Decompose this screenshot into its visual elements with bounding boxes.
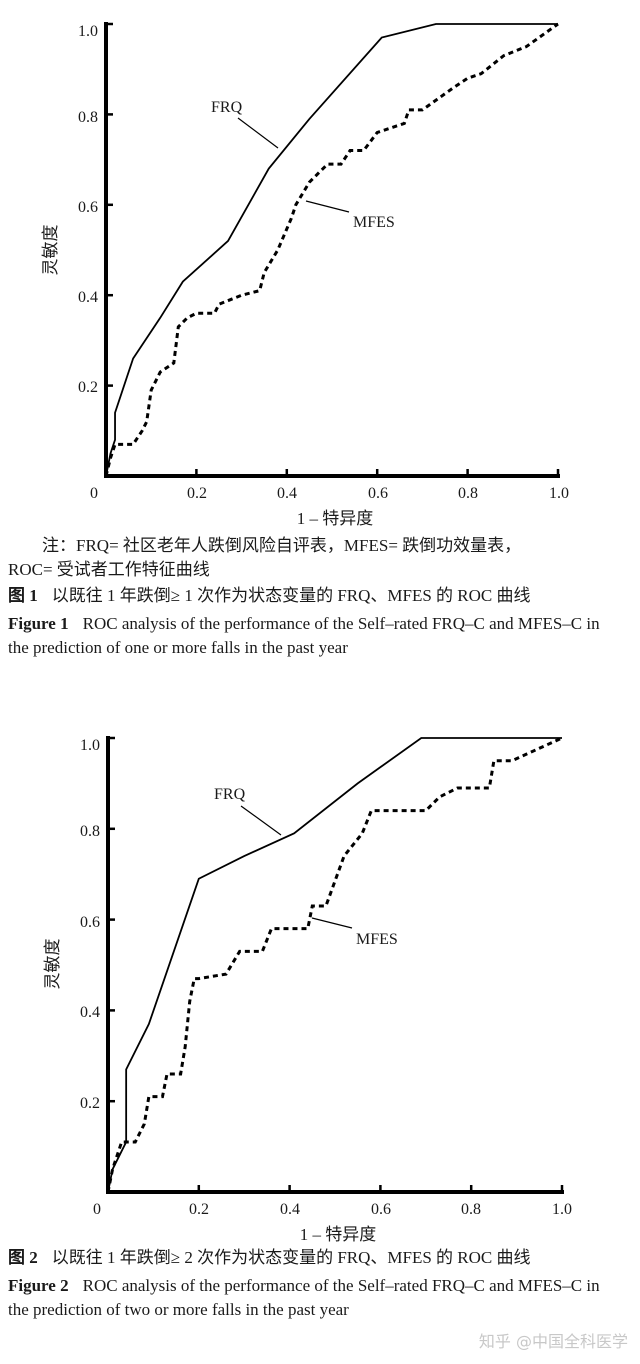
mfes-roc-curve [104, 22, 559, 477]
figure-2-en-caption: ROC analysis of the performance of the S… [8, 1276, 600, 1319]
figure-2-cn-caption-row: 图 2 以既往 1 年跌倒≥ 2 次作为状态变量的 FRQ、MFES 的 ROC … [8, 1246, 620, 1270]
x-tick-0.2: 0.2 [189, 1201, 209, 1218]
x-axis-label: 1 – 特异度 [300, 1225, 377, 1244]
figure-2-cn-label: 图 2 [8, 1248, 38, 1267]
figure-1-note-line1: 注：FRQ= 社区老年人跌倒风险自评表，MFES= 跌倒功效量表， [42, 536, 522, 555]
annotation-mfes-leader [311, 917, 353, 929]
figure-1-cn-label: 图 1 [8, 586, 38, 605]
x-tick-0.8: 0.8 [458, 485, 478, 502]
roc-chart-1: 1.0 0.8 0.6 0.4 0.2 0 0.2 0.4 0.6 0.8 1.… [41, 22, 569, 528]
watermark: 知乎 @中国全科医学 [478, 1332, 628, 1351]
y-tick-0.2: 0.2 [78, 379, 98, 396]
figure-1-en-caption-row: Figure 1 ROC analysis of the performance … [8, 612, 620, 660]
figure-2-en-caption-row: Figure 2 ROC analysis of the performance … [8, 1274, 620, 1322]
y-tick-0.4: 0.4 [80, 1004, 100, 1021]
annotation-frq: FRQ [214, 786, 246, 803]
frq-roc-curve [105, 23, 558, 477]
figure-2-caption: 图 2 以既往 1 年跌倒≥ 2 次作为状态变量的 FRQ、MFES 的 ROC … [8, 1246, 620, 1322]
chart-2-ticks [108, 736, 564, 1192]
figure-1-en-caption: ROC analysis of the performance of the S… [8, 614, 600, 657]
figure-1-cn-caption-row: 图 1 以既往 1 年跌倒≥ 1 次作为状态变量的 FRQ、MFES 的 ROC … [8, 584, 620, 608]
y-tick-1.0: 1.0 [78, 23, 98, 40]
figure-2-en-label: Figure 2 [8, 1276, 69, 1295]
annotation-frq-leader [237, 117, 279, 149]
mfes-roc-curve [106, 736, 563, 1193]
x-tick-0.4: 0.4 [280, 1201, 300, 1218]
annotation-frq-leader [240, 805, 282, 836]
figure-1-caption: 注：FRQ= 社区老年人跌倒风险自评表，MFES= 跌倒功效量表， ROC= 受… [8, 534, 620, 660]
x-tick-0.2: 0.2 [187, 485, 207, 502]
x-tick-0.6: 0.6 [368, 485, 388, 502]
y-tick-0.6: 0.6 [80, 914, 100, 931]
x-tick-0: 0 [93, 1201, 101, 1218]
annotation-frq: FRQ [211, 99, 243, 116]
figure-1-note-line2: ROC= 受试者工作特征曲线 [8, 560, 210, 579]
figure-2-cn-caption: 以既往 1 年跌倒≥ 2 次作为状态变量的 FRQ、MFES 的 ROC 曲线 [51, 1248, 531, 1267]
x-tick-0: 0 [90, 485, 98, 502]
y-tick-0.6: 0.6 [78, 199, 98, 216]
x-tick-0.6: 0.6 [371, 1201, 391, 1218]
annotation-mfes: MFES [356, 931, 398, 948]
x-tick-0.4: 0.4 [277, 485, 297, 502]
y-axis-label: 灵敏度 [43, 939, 62, 990]
y-tick-1.0: 1.0 [80, 737, 100, 754]
y-axis-label: 灵敏度 [41, 225, 60, 276]
chart-2-series [106, 736, 563, 1193]
x-tick-1.0: 1.0 [549, 485, 569, 502]
frq-roc-curve [107, 737, 562, 1193]
figure-1-cn-caption: 以既往 1 年跌倒≥ 1 次作为状态变量的 FRQ、MFES 的 ROC 曲线 [51, 586, 531, 605]
figure-2-chart: 1.0 0.8 0.6 0.4 0.2 0 0.2 0.4 0.6 0.8 1.… [0, 720, 640, 1250]
y-tick-0.8: 0.8 [78, 109, 98, 126]
x-axis-label: 1 – 特异度 [297, 509, 374, 528]
chart-1-series [104, 22, 559, 477]
figure-1-en-label: Figure 1 [8, 614, 69, 633]
y-tick-0.8: 0.8 [80, 823, 100, 840]
roc-chart-2: 1.0 0.8 0.6 0.4 0.2 0 0.2 0.4 0.6 0.8 1.… [43, 736, 572, 1244]
figure-1-chart: 1.0 0.8 0.6 0.4 0.2 0 0.2 0.4 0.6 0.8 1.… [0, 0, 640, 530]
x-tick-1.0: 1.0 [552, 1201, 572, 1218]
annotation-mfes-leader [305, 200, 350, 213]
annotation-mfes: MFES [353, 214, 395, 231]
chart-1-ticks [106, 22, 560, 476]
x-tick-0.8: 0.8 [461, 1201, 481, 1218]
y-tick-0.2: 0.2 [80, 1095, 100, 1112]
y-tick-0.4: 0.4 [78, 289, 98, 306]
